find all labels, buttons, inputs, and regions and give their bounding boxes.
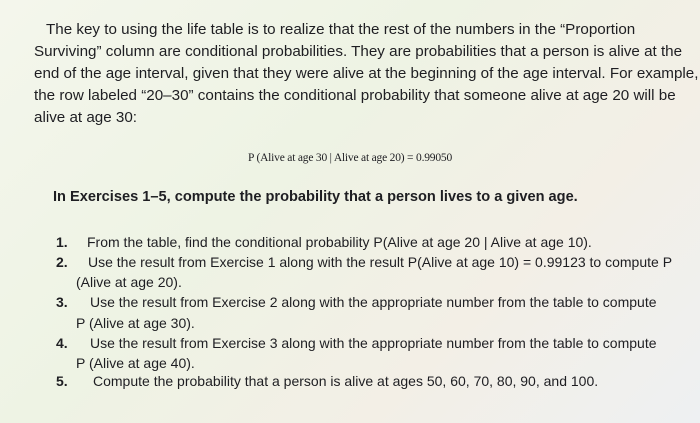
exercise-3-number: 3. — [56, 294, 68, 310]
exercise-2-text-cont: (Alive at age 20). — [76, 274, 182, 290]
exercise-5-text: Compute the probability that a person is… — [93, 373, 599, 389]
exercise-4-number: 4. — [56, 335, 68, 351]
paragraph-line: Surviving” column are conditional probab… — [34, 43, 683, 60]
exercise-4-text: Use the result from Exercise 3 along wit… — [90, 335, 657, 351]
exercise-2-text: Use the result from Exercise 1 along wit… — [88, 254, 673, 270]
intro-paragraph: The key to using the life table is to re… — [34, 19, 699, 129]
exercise-1-text: From the table, find the conditional pro… — [87, 234, 592, 250]
paragraph-line: the row labeled “20–30” contains the con… — [34, 87, 676, 104]
formula: P (Alive at age 30 | Alive at age 20) = … — [248, 152, 452, 164]
exercise-4-text-cont: P (Alive at age 40). — [76, 355, 195, 371]
exercise-5-number: 5. — [56, 373, 68, 389]
exercise-3-text: Use the result from Exercise 2 along wit… — [90, 294, 657, 310]
exercise-2-number: 2. — [56, 254, 68, 270]
paragraph-line: end of the age interval, given that they… — [34, 65, 699, 82]
paragraph-line: alive at age 30: — [34, 109, 138, 126]
paragraph-line: The key to using the life table is to re… — [46, 21, 636, 38]
exercise-3-text-cont: P (Alive at age 30). — [76, 315, 195, 331]
exercises-heading: In Exercises 1–5, compute the probabilit… — [53, 189, 578, 205]
exercise-1-number: 1. — [56, 234, 68, 250]
